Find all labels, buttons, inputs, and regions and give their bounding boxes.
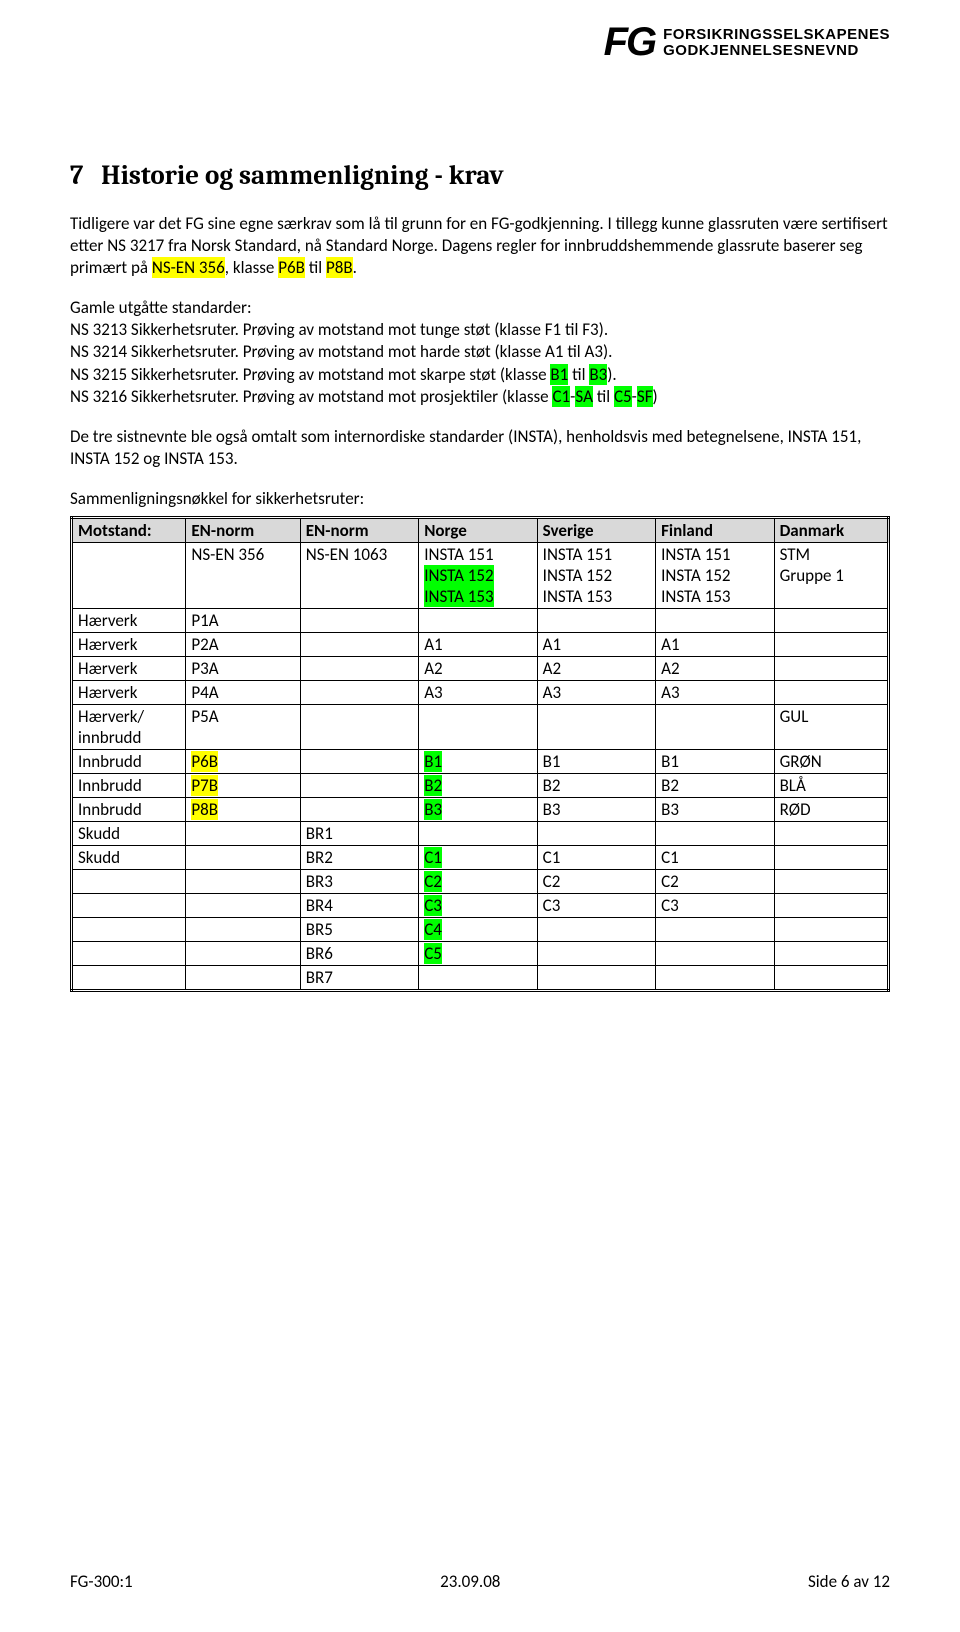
- footer-doc-ref: FG-300:1: [70, 1571, 133, 1592]
- comparison-table: Motstand:EN-normEN-normNorgeSverigeFinla…: [70, 516, 890, 992]
- table-row: InnbruddP6BB1B1B1GRØN: [72, 750, 889, 774]
- table-row: BR6C5: [72, 942, 889, 966]
- table-row: BR3C2C2C2: [72, 870, 889, 894]
- logo-initials: FG: [604, 20, 656, 65]
- page-footer: FG-300:1 23.09.08 Side 6 av 12: [70, 1571, 890, 1592]
- document-page: FG FORSIKRINGSSELSKAPENES GODKJENNELSESN…: [0, 0, 960, 1632]
- table-row: SkuddBR1: [72, 822, 889, 846]
- paragraph-intro: Tidligere var det FG sine egne særkrav s…: [70, 213, 890, 279]
- table-row: SkuddBR2C1C1C1: [72, 846, 889, 870]
- old-standards-block: Gamle utgåtte standarder: NS 3213 Sikker…: [70, 297, 890, 407]
- table-row: BR4C3C3C3: [72, 894, 889, 918]
- table-row: InnbruddP7BB2B2B2BLÅ: [72, 774, 889, 798]
- content: 7 Historie og sammenligning - krav Tidli…: [70, 160, 890, 992]
- table-row: HærverkP4AA3A3A3: [72, 681, 889, 705]
- table-row: InnbruddP8BB3B3B3RØD: [72, 798, 889, 822]
- table-row: BR5C4: [72, 918, 889, 942]
- highlight-ns-en-356: NS-EN 356: [152, 257, 225, 278]
- footer-date: 23.09.08: [440, 1571, 500, 1592]
- highlight-p8b: P8B: [326, 257, 353, 278]
- table-row: NS-EN 356NS-EN 1063INSTA 151INSTA 152INS…: [72, 543, 889, 609]
- table-row: HærverkP2AA1A1A1: [72, 633, 889, 657]
- section-heading: 7 Historie og sammenligning - krav: [70, 160, 890, 191]
- table-caption: Sammenligningsnøkkel for sikkerhetsruter…: [70, 488, 890, 510]
- highlight-p6b: P6B: [278, 257, 305, 278]
- table-row: HærverkP3AA2A2A2: [72, 657, 889, 681]
- table-row: BR7: [72, 966, 889, 991]
- org-logo: FG FORSIKRINGSSELSKAPENES GODKJENNELSESN…: [604, 20, 890, 65]
- footer-page-num: Side 6 av 12: [808, 1571, 890, 1592]
- table-row: HærverkP1A: [72, 609, 889, 633]
- table-row: Hærverk/innbruddP5AGUL: [72, 705, 889, 750]
- paragraph-insta: De tre sistnevnte ble også omtalt som in…: [70, 426, 890, 470]
- table-row: Motstand:EN-normEN-normNorgeSverigeFinla…: [72, 518, 889, 543]
- logo-text: FORSIKRINGSSELSKAPENES GODKJENNELSESNEVN…: [663, 27, 890, 59]
